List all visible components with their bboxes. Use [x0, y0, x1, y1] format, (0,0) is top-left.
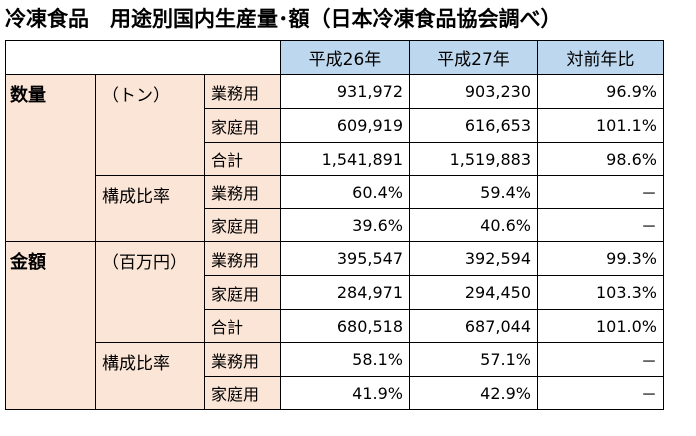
value-cell: 57.1% [409, 342, 538, 377]
row-label: 業務用 [204, 175, 281, 209]
unit-label: （百万円） [95, 241, 205, 343]
value-cell: 609,919 [280, 108, 410, 143]
value-cell: 103.3% [537, 275, 664, 310]
value-cell: 101.0% [537, 309, 664, 343]
production-table: 平成26年 平成27年 対前年比 数量 （トン） 構成比率 業務用 931,97… [5, 40, 664, 410]
value-cell: 687,044 [409, 309, 538, 343]
row-label: 家庭用 [204, 376, 281, 410]
value-cell: 1,519,883 [409, 142, 538, 176]
ratio-group-label: 構成比率 [95, 342, 205, 410]
row-label: 業務用 [204, 342, 281, 377]
value-cell: 616,653 [409, 108, 538, 143]
ratio-group-label: 構成比率 [95, 175, 205, 242]
value-cell: － [537, 208, 664, 242]
value-cell: － [537, 342, 664, 377]
value-cell: 931,972 [280, 74, 410, 109]
header-blank-cell [5, 40, 281, 75]
row-label: 合計 [204, 142, 281, 176]
row-label: 家庭用 [204, 208, 281, 242]
value-cell: 284,971 [280, 275, 410, 310]
page-title: 冷凍食品 用途別国内生産量･額（日本冷凍食品協会調べ） [5, 7, 562, 31]
row-label: 家庭用 [204, 275, 281, 310]
value-cell: 392,594 [409, 241, 538, 276]
section-label: 数量 [5, 74, 96, 242]
row-label: 業務用 [204, 241, 281, 276]
column-header: 平成27年 [409, 40, 538, 75]
column-header: 対前年比 [537, 40, 664, 75]
value-cell: 96.9% [537, 74, 664, 109]
value-cell: 101.1% [537, 108, 664, 143]
value-cell: － [537, 175, 664, 209]
value-cell: 98.6% [537, 142, 664, 176]
value-cell: 99.3% [537, 241, 664, 276]
row-label: 業務用 [204, 74, 281, 109]
row-label: 家庭用 [204, 108, 281, 143]
value-cell: 40.6% [409, 208, 538, 242]
value-cell: 39.6% [280, 208, 410, 242]
value-cell: 42.9% [409, 376, 538, 410]
value-cell: 395,547 [280, 241, 410, 276]
value-cell: 1,541,891 [280, 142, 410, 176]
value-cell: 59.4% [409, 175, 538, 209]
value-cell: 294,450 [409, 275, 538, 310]
value-cell: 41.9% [280, 376, 410, 410]
value-cell: 680,518 [280, 309, 410, 343]
section-label: 金額 [5, 241, 96, 410]
value-cell: － [537, 376, 664, 410]
unit-label: （トン） [95, 74, 205, 176]
value-cell: 60.4% [280, 175, 410, 209]
row-label: 合計 [204, 309, 281, 343]
column-header: 平成26年 [280, 40, 410, 75]
value-cell: 58.1% [280, 342, 410, 377]
value-cell: 903,230 [409, 74, 538, 109]
